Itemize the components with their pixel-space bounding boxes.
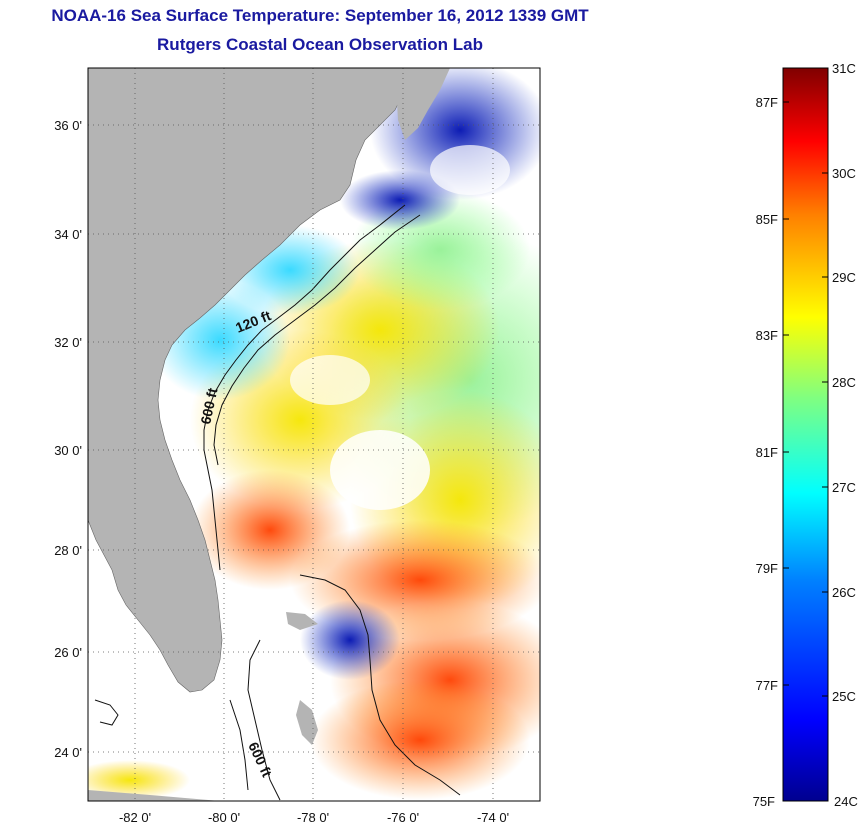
colorbar-gradient [782,67,829,802]
lon-axis: -82 0' -80 0' -78 0' -76 0' -74 0' [119,810,509,825]
celsius-label: 28C [832,375,856,390]
island-cuba-edge [88,790,220,801]
celsius-label: 31C [832,61,856,76]
fahrenheit-label: 79F [756,561,778,576]
map-subtitle: Rutgers Coastal Ocean Observation Lab [157,35,483,54]
lon-tick-label: -78 0' [297,810,329,825]
celsius-label: 27C [832,480,856,495]
graticule [88,68,540,801]
land-northeast [395,68,450,140]
lon-tick-label: -76 0' [387,810,419,825]
contour-label-600ft-north: 600 ft [197,386,220,425]
island-bahamas [296,700,318,745]
fahrenheit-label: 77F [756,678,778,693]
lat-tick-label: 30 0' [54,443,82,458]
lon-tick-label: -74 0' [477,810,509,825]
lat-tick-label: 32 0' [54,335,82,350]
celsius-label: 26C [832,585,856,600]
fahrenheit-label: 83F [756,328,778,343]
colorbar-ticks [783,101,828,697]
map-plot-area: 120 ft 600 ft 600 ft [88,68,540,801]
lat-tick-label: 26 0' [54,645,82,660]
fahrenheit-label: 75F [753,794,775,809]
map-title: NOAA-16 Sea Surface Temperature: Septemb… [51,6,589,25]
lon-tick-label: -82 0' [119,810,151,825]
lon-tick-label: -80 0' [208,810,240,825]
fahrenheit-label: 81F [756,445,778,460]
fahrenheit-label: 85F [756,212,778,227]
celsius-label: 30C [832,166,856,181]
celsius-label: 24C [834,794,858,809]
lat-tick-label: 36 0' [54,118,82,133]
sst-data-layer [88,68,540,800]
colorbar: 31C 30C 29C 28C 27C 26C 25C 24C 87F 85F … [753,61,858,809]
lat-tick-label: 24 0' [54,745,82,760]
fahrenheit-label: 87F [756,95,778,110]
map-frame [87,67,541,802]
lat-axis: 36 0' 34 0' 32 0' 30 0' 28 0' 26 0' 24 0… [54,118,82,760]
land-mass [88,68,409,693]
island-bahamas-2 [286,612,318,630]
celsius-label: 29C [832,270,856,285]
celsius-label: 25C [832,689,856,704]
bathymetry-contours [94,204,461,801]
lat-tick-label: 34 0' [54,227,82,242]
lat-tick-label: 28 0' [54,543,82,558]
